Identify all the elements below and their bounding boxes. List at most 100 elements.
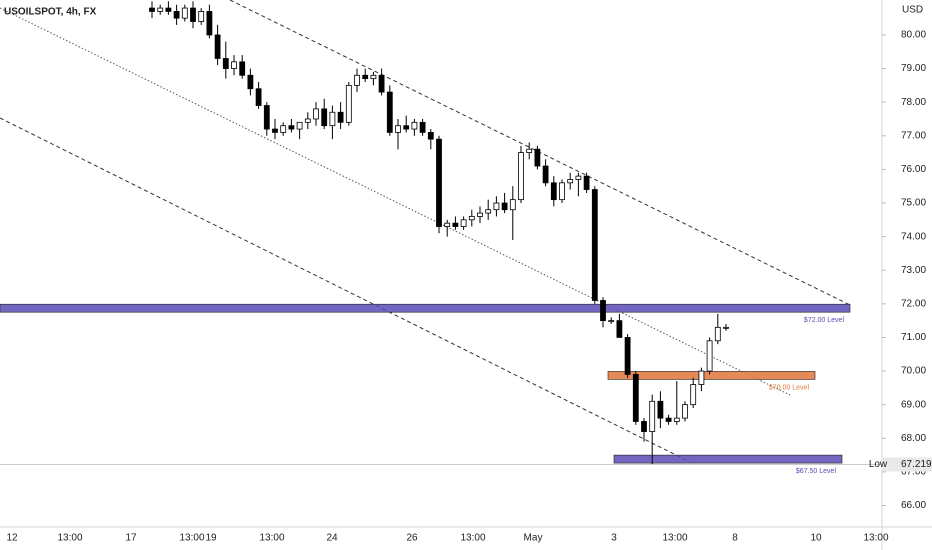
candle-body xyxy=(649,400,656,432)
y-tick-label: 72.00 xyxy=(901,298,926,309)
candle-body xyxy=(583,175,590,190)
x-tick-label: 12 xyxy=(6,533,18,544)
level-band xyxy=(613,454,843,464)
candle-body xyxy=(337,111,344,123)
candle-body xyxy=(542,165,549,184)
candle-body xyxy=(444,222,451,227)
level-label: $67.50 Level xyxy=(796,468,837,475)
y-tick-label: 79.00 xyxy=(901,63,926,74)
candle-body xyxy=(427,132,434,140)
plot-area xyxy=(0,0,882,527)
candle-body xyxy=(452,222,459,227)
candle-body xyxy=(468,216,475,221)
candle-body xyxy=(370,74,377,80)
x-tick-label: 8 xyxy=(732,533,738,544)
candle-body xyxy=(411,121,418,130)
low-price-box xyxy=(883,457,932,472)
candle-body xyxy=(591,189,598,301)
x-tick-label: 13:00 xyxy=(57,533,82,544)
y-tick-label: 76.00 xyxy=(901,164,926,175)
candle-body xyxy=(641,421,647,432)
candle-body xyxy=(567,179,574,184)
candle-body xyxy=(682,404,688,419)
chart-title: USOILSPOT, 4h, FX xyxy=(4,7,97,18)
candle-body xyxy=(657,400,664,419)
candle-body xyxy=(575,175,582,180)
candle-body xyxy=(255,88,262,106)
low-label: Low xyxy=(869,459,888,470)
candle-body xyxy=(690,384,697,406)
candle-body xyxy=(354,74,360,86)
candle-body xyxy=(460,219,467,227)
candle-body xyxy=(386,91,393,133)
x-tick-label: 13:00 xyxy=(460,533,485,544)
candle-body xyxy=(526,148,533,153)
level-band xyxy=(0,303,851,313)
candle-body xyxy=(239,61,246,76)
x-tick-label: 19 xyxy=(205,533,217,544)
candle-body xyxy=(149,7,155,12)
x-tick-label: 10 xyxy=(810,533,822,544)
candle-body xyxy=(280,125,287,133)
channel-lower xyxy=(0,117,691,463)
y-tick-label: 67.00 xyxy=(901,467,926,478)
candle-body xyxy=(222,58,229,69)
y-tick-label: 68.00 xyxy=(901,433,926,444)
y-tick-label: 80.00 xyxy=(901,30,926,41)
x-tick-label: 26 xyxy=(406,533,418,544)
candle-body xyxy=(723,326,729,329)
level-label: $70.00 Level xyxy=(769,384,810,391)
candle-body xyxy=(165,7,172,12)
candle-body xyxy=(673,417,680,422)
candle-body xyxy=(321,108,328,127)
y-tick-label: 73.00 xyxy=(901,265,926,276)
candle-body xyxy=(403,125,410,130)
candle-body xyxy=(419,121,426,133)
candle-body xyxy=(329,111,336,127)
candle-body xyxy=(518,152,524,201)
y-tick-label: 71.00 xyxy=(901,332,926,343)
level-label: $72.00 Level xyxy=(804,317,845,324)
candle-body xyxy=(395,125,401,133)
y-tick-label: 66.00 xyxy=(901,500,926,511)
candle-body xyxy=(181,7,188,19)
candle-body xyxy=(247,74,254,90)
candle-body xyxy=(362,74,369,80)
candle-body xyxy=(550,182,557,201)
candle-body xyxy=(190,7,196,22)
x-tick-label: 3 xyxy=(611,533,617,544)
candle-body xyxy=(608,320,615,323)
candle-body xyxy=(534,148,541,167)
candle-body xyxy=(272,128,278,133)
y-tick-label: 75.00 xyxy=(901,198,926,209)
candle-body xyxy=(632,374,639,422)
candle-body xyxy=(288,125,295,130)
candle-body xyxy=(173,11,180,19)
x-tick-label: May xyxy=(524,533,543,544)
candle-body xyxy=(501,202,508,211)
candle-body xyxy=(698,370,705,385)
candle-body xyxy=(509,199,516,211)
candle-body xyxy=(559,182,565,201)
x-tick-label: 17 xyxy=(125,533,137,544)
candle-body xyxy=(304,118,311,123)
candle-body xyxy=(313,108,319,120)
y-tick-label: 70.00 xyxy=(901,366,926,377)
candle-body xyxy=(157,7,164,12)
candle-body xyxy=(345,84,352,123)
low-price-label: 67.219 xyxy=(901,459,932,470)
candle-body xyxy=(206,11,213,36)
x-tick-label: 13:00 xyxy=(863,533,888,544)
candle-body xyxy=(198,11,205,22)
candle-body xyxy=(231,61,237,69)
x-tick-label: 24 xyxy=(326,533,338,544)
candle-body xyxy=(477,212,483,217)
y-tick-label: 77.00 xyxy=(901,130,926,141)
candle-body xyxy=(665,417,672,422)
candle-body xyxy=(714,326,721,342)
axis-unit: USD xyxy=(902,5,923,16)
candle-body xyxy=(214,34,221,59)
candle-body xyxy=(624,337,631,375)
candle-body xyxy=(493,202,500,211)
